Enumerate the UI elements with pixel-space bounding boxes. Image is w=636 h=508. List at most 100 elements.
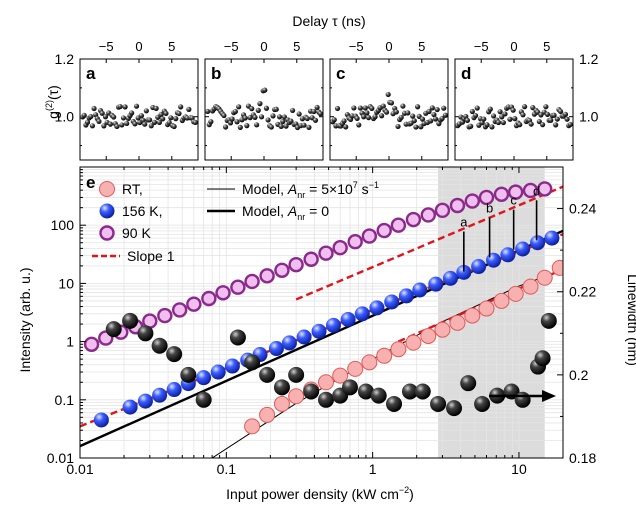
panel-label-a: a <box>86 64 96 83</box>
g2-point <box>242 115 248 121</box>
point-156k <box>210 364 226 380</box>
point-rt <box>522 278 539 295</box>
x-tick-label: 1 <box>369 461 377 477</box>
g2-point <box>463 113 469 120</box>
point-90k <box>318 245 334 261</box>
g2-point <box>208 119 214 125</box>
point-rt <box>405 334 422 351</box>
point-linewidth <box>430 395 447 412</box>
g2-point <box>122 104 128 110</box>
g2-point <box>132 121 138 127</box>
point-90k <box>259 268 275 284</box>
point-rt <box>420 327 437 344</box>
marker-label-d: d <box>533 183 540 198</box>
g2-point <box>301 122 307 128</box>
g2-point <box>192 119 198 126</box>
e-frame <box>79 166 564 459</box>
g2-point <box>173 116 179 122</box>
point-rt <box>536 269 553 286</box>
y-tick-label: 10 <box>58 275 74 291</box>
g2-point <box>255 107 261 113</box>
top-xlabel: Delay τ (ns) <box>292 13 365 29</box>
point-156k <box>166 382 182 398</box>
legend-model2-part: A <box>287 203 297 219</box>
g2-point <box>331 117 337 123</box>
point-linewidth <box>370 387 387 404</box>
g2-point <box>304 115 310 122</box>
point-rt <box>376 347 393 364</box>
point-90k <box>537 181 553 197</box>
point-156k <box>224 358 240 374</box>
legend-marker-156k <box>99 203 115 219</box>
point-rt <box>551 259 563 276</box>
panel-e: a b c d 0.01 0.1 1 10 0.01 0.1 1 10 100 0.18 0.2 0.22 0.… <box>47 166 596 477</box>
point-linewidth <box>514 391 531 408</box>
g2-point <box>163 110 169 117</box>
marker-label-b: b <box>486 200 493 215</box>
point-90k <box>230 279 246 295</box>
point-156k <box>471 259 487 275</box>
g2-point <box>410 113 416 119</box>
g2-point <box>393 109 399 115</box>
g2-point <box>91 105 97 112</box>
g2-point <box>507 116 513 122</box>
point-156k <box>196 370 212 386</box>
g2-point <box>306 124 312 130</box>
legend-marker-90k <box>99 225 115 241</box>
g2-point <box>562 111 569 117</box>
g2-point <box>258 114 265 120</box>
g2-point <box>143 108 149 114</box>
g2-point <box>311 108 317 115</box>
g2-point <box>405 110 411 116</box>
panel-label-c: c <box>336 64 345 83</box>
g2-point <box>351 105 357 111</box>
g2-point <box>99 110 105 116</box>
g2-point <box>317 111 323 117</box>
g2-point <box>101 123 107 129</box>
g2-point <box>380 103 386 109</box>
point-156k <box>544 230 560 246</box>
legend: RT, 156 K, 90 K Slope 1 Model, Anr = 5×107 s… <box>92 180 379 264</box>
point-90k <box>288 256 304 273</box>
g2-point <box>334 105 341 112</box>
g2-ytick-label: 1.2 <box>55 51 75 67</box>
g2-point <box>265 117 271 123</box>
g2-point <box>244 123 250 129</box>
g2-point <box>278 123 284 130</box>
g2-point <box>262 87 268 93</box>
g2-point <box>426 108 432 115</box>
point-90k <box>434 202 451 219</box>
point-90k <box>186 296 202 312</box>
g2-point <box>431 111 437 118</box>
g2-xtick-label: −5 <box>349 39 364 54</box>
g2-ytick-label-right: 1.0 <box>579 109 599 125</box>
point-156k <box>340 311 356 327</box>
point-rt <box>259 406 276 423</box>
g2-point <box>356 122 362 128</box>
g2-point <box>474 105 480 111</box>
point-rt <box>332 367 349 384</box>
g2-point <box>553 122 559 128</box>
g2-point <box>564 116 570 122</box>
g2-point <box>442 112 448 118</box>
g2-point <box>512 116 518 122</box>
g2-point <box>81 112 87 118</box>
g2-point <box>153 105 159 112</box>
g2-point <box>107 121 114 127</box>
point-90k <box>332 240 348 256</box>
g2-point <box>539 122 546 128</box>
point-linewidth <box>244 354 261 371</box>
g2-point <box>147 117 153 123</box>
point-90k <box>478 189 495 206</box>
point-linewidth <box>534 350 551 367</box>
point-90k <box>493 186 510 202</box>
point-linewidth <box>386 395 403 412</box>
g2-point <box>464 117 471 123</box>
panel-label-d: d <box>461 64 471 83</box>
g2-ylabel: g(2)(τ) <box>44 85 61 119</box>
g2-point <box>536 118 542 125</box>
point-90k <box>347 234 363 250</box>
g2-xtick-label: 5 <box>543 39 550 54</box>
slope-line <box>295 185 563 301</box>
